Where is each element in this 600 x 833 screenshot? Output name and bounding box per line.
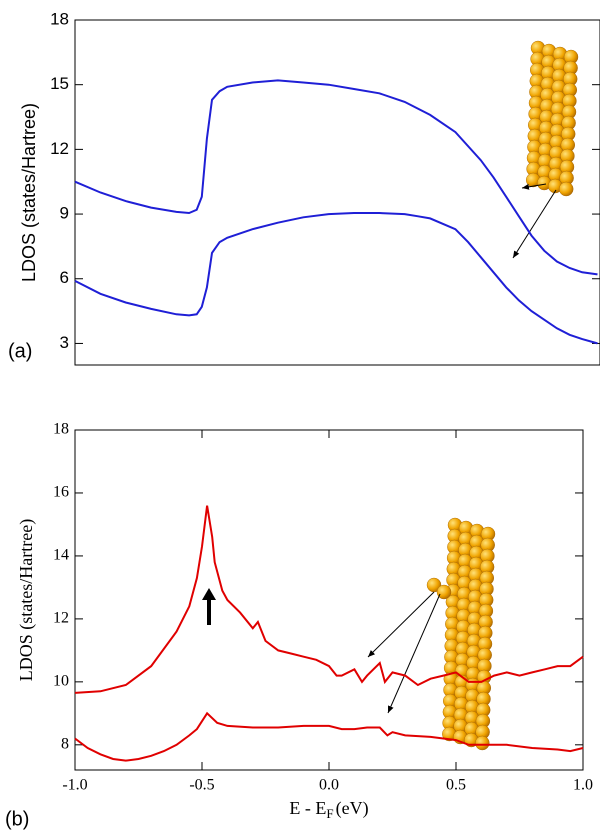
pointer-arrow bbox=[512, 189, 557, 259]
y-tick-label: 18 bbox=[50, 9, 69, 28]
data-line bbox=[74, 711, 584, 762]
atom bbox=[559, 181, 574, 197]
x-label-unit: (eV) bbox=[336, 798, 369, 819]
panel-label: (b) bbox=[5, 808, 29, 830]
x-tick-label: -1.0 bbox=[62, 777, 87, 794]
panel: 8 10 12 14 16 18 -1.0 -0.5 0.0 0.5 1.0 LDOS (states… bbox=[5, 421, 593, 831]
nanowire-icons bbox=[426, 40, 579, 751]
pointer-arrow bbox=[387, 593, 441, 714]
y-tick-label: 8 bbox=[61, 735, 69, 752]
y-tick-label: 3 bbox=[60, 333, 69, 352]
plot-frame bbox=[74, 19, 600, 366]
x-label-main: E - E bbox=[289, 798, 326, 818]
data-line bbox=[74, 212, 598, 345]
x-axis-label: E - EF (eV) bbox=[289, 798, 368, 821]
y-tick-label: 15 bbox=[50, 74, 69, 93]
y-tick-label: 6 bbox=[60, 268, 69, 287]
data-line bbox=[74, 505, 584, 694]
plot-frame bbox=[74, 429, 584, 771]
y-tick-label: 18 bbox=[53, 421, 69, 438]
y-tick-label: 9 bbox=[60, 204, 69, 223]
y-tick-label: 14 bbox=[53, 547, 69, 564]
pointer-arrow bbox=[367, 591, 435, 658]
y-tick-label: 12 bbox=[53, 610, 69, 627]
x-tick-label: -0.5 bbox=[189, 777, 214, 794]
atom bbox=[475, 735, 490, 751]
y-tick-label: 16 bbox=[53, 484, 69, 501]
adatom bbox=[436, 584, 452, 600]
y-axis-label: LDOS (states/Hartree) bbox=[16, 519, 37, 681]
peak-arrow-head bbox=[202, 588, 216, 600]
x-label-sub: F bbox=[326, 806, 333, 821]
x-tick-label: 0.5 bbox=[446, 777, 466, 794]
data-line bbox=[74, 79, 598, 276]
panel: 3 6 9 12 15 18 LDOS (states/Hartree) (a) bbox=[8, 9, 600, 366]
pointer-arrow bbox=[521, 183, 547, 190]
y-axis-label: LDOS (states/Hartree) bbox=[19, 103, 39, 282]
x-tick-label: 0.0 bbox=[319, 777, 339, 794]
x-tick-label: 1.0 bbox=[573, 777, 593, 794]
panel-label: (a) bbox=[8, 340, 32, 362]
y-tick-label: 12 bbox=[50, 139, 69, 158]
y-tick-label: 10 bbox=[53, 673, 69, 690]
